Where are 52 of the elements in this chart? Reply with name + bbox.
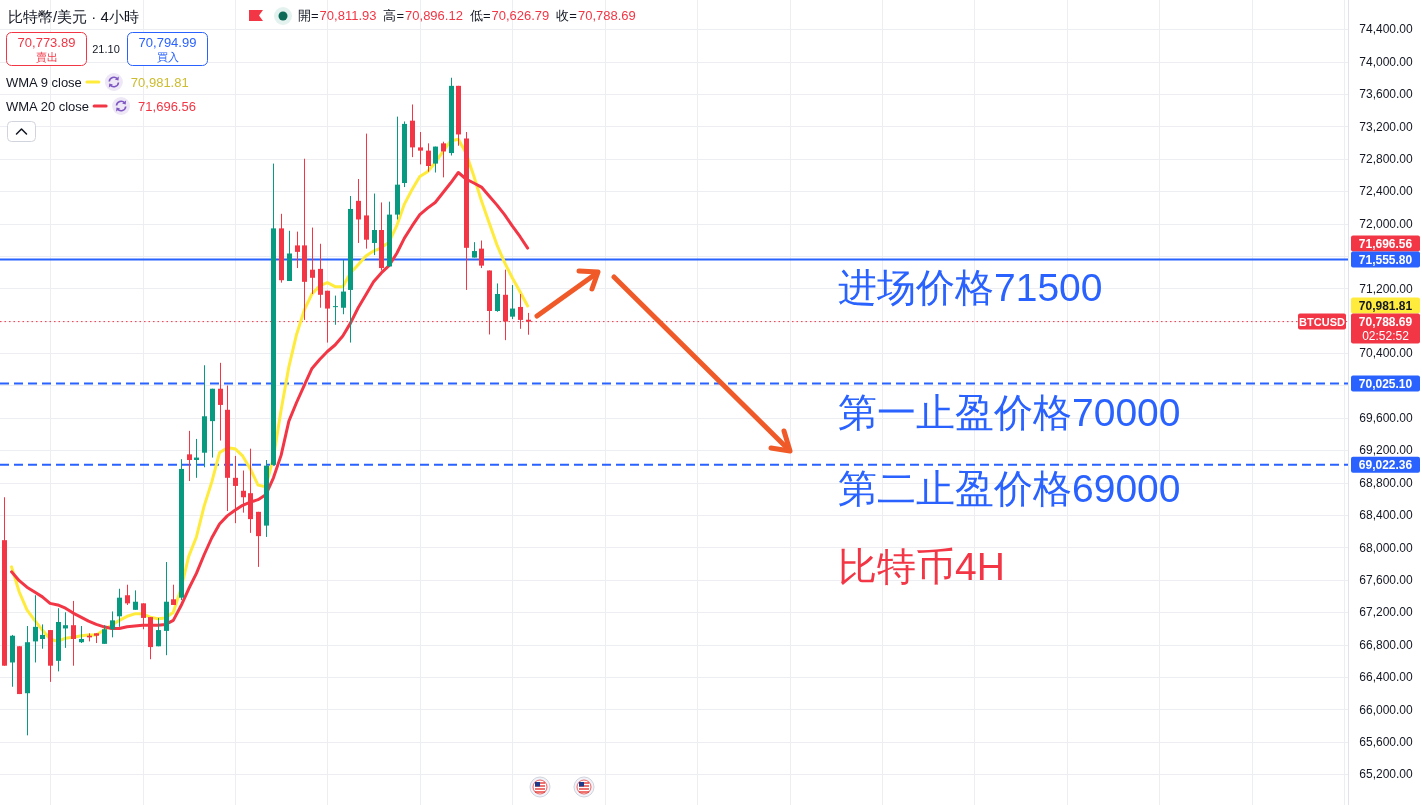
annotation: 第二止盈价格69000: [838, 467, 1181, 510]
ref-line-label: 70,025.10: [1351, 375, 1420, 392]
y-tick-label: 72,000.00: [1359, 216, 1414, 231]
annotation: 70,794.99: [138, 34, 197, 50]
annotation: 低=: [469, 8, 491, 23]
annotation: 收=: [556, 8, 577, 23]
annotation: 買入: [156, 50, 179, 63]
y-tick-label: 74,400.00: [1359, 22, 1414, 37]
annotation: 賣出: [35, 50, 58, 63]
annotation: 第一止盈价格70000: [838, 391, 1181, 434]
y-tick-label: 65,200.00: [1359, 767, 1414, 782]
y-tick-label: 70,400.00: [1359, 346, 1414, 361]
y-tick-label: 66,000.00: [1359, 702, 1414, 717]
y-tick-label: 65,600.00: [1359, 735, 1414, 750]
ref-line-label: 70,025.10: [1358, 376, 1413, 391]
annotation: 70,626.79: [491, 8, 550, 23]
y-tick-label: 66,800.00: [1359, 637, 1414, 652]
ref-line-label: 70,788.69 02:52:52: [1351, 313, 1420, 344]
annotation: 70,811.93: [319, 8, 377, 23]
y-tick-label: 73,200.00: [1359, 119, 1414, 134]
annotation: 70,981.81: [130, 74, 189, 90]
y-tick-label: 68,400.00: [1359, 508, 1414, 523]
y-tick-label: 66,400.00: [1359, 670, 1414, 685]
legend-label: WMA 9 close: [6, 74, 82, 90]
annotation: 21.10: [92, 43, 120, 55]
y-tick-label: 67,200.00: [1359, 605, 1414, 620]
y-tick-label: 74,000.00: [1359, 54, 1414, 69]
ref-line-label: 69,022.36: [1358, 457, 1413, 472]
annotation: 70,896.12: [405, 8, 463, 23]
annotation: 71,696.56: [138, 98, 196, 114]
y-tick-label: 72,800.00: [1359, 151, 1414, 166]
legend: WMA 9 close WMA 20 close: [6, 73, 131, 115]
y-tick-label: 68,000.00: [1359, 540, 1414, 555]
annotation: 開=: [298, 8, 319, 23]
annotation: 进场价格71500: [838, 266, 1103, 309]
y-tick-label: 71,200.00: [1359, 281, 1414, 296]
ref-line-label: 70,788.69: [1358, 314, 1413, 329]
y-tick-label: 68,800.00: [1359, 475, 1414, 490]
annotation: 高=: [383, 8, 405, 23]
y-tick-label: 69,200.00: [1359, 443, 1414, 458]
y-tick-label: 69,600.00: [1359, 411, 1414, 426]
title: 比特幣/美元 · 4小時: [8, 8, 139, 25]
y-tick-label: 67,600.00: [1359, 573, 1414, 588]
y-tick-label: 72,400.00: [1359, 184, 1414, 199]
annotation: 70,773.89: [17, 34, 76, 50]
annotation: 比特币4H: [838, 545, 1005, 588]
ref-line-label: 71,555.80: [1351, 251, 1420, 268]
ref-line-label: 71,555.80: [1358, 252, 1413, 267]
legend-label: WMA 20 close: [6, 98, 90, 114]
y-tick-label: 73,600.00: [1359, 87, 1414, 102]
annotation: 70,788.69: [577, 8, 636, 23]
series-price-tag: 71,696.56: [1351, 235, 1420, 252]
